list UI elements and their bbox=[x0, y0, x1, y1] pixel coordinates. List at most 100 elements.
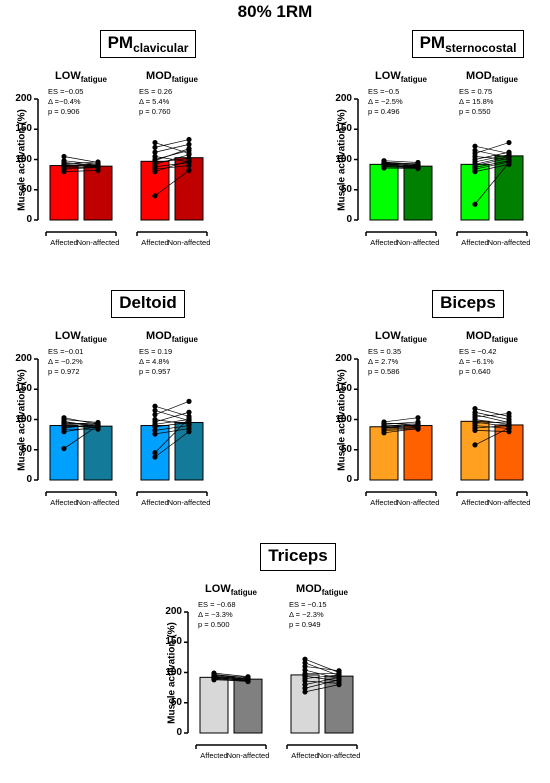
y-tick-label: 50 bbox=[170, 696, 182, 708]
x-category-label: Non-affected bbox=[487, 238, 531, 247]
point bbox=[186, 146, 192, 152]
point bbox=[506, 429, 512, 435]
stat-line: p = 0.500 bbox=[198, 620, 230, 629]
point bbox=[302, 678, 308, 684]
stat-line: p = 0.972 bbox=[48, 367, 80, 376]
bar bbox=[199, 676, 229, 734]
pair-line bbox=[304, 674, 340, 679]
x-category-label: Non-affected bbox=[76, 498, 120, 507]
pair-line bbox=[304, 684, 340, 693]
point bbox=[152, 427, 158, 433]
point bbox=[186, 167, 192, 173]
point bbox=[506, 425, 512, 431]
muscle-title: Triceps bbox=[260, 543, 336, 571]
point bbox=[186, 429, 192, 435]
x-category-label: Affected bbox=[50, 238, 78, 247]
point bbox=[472, 169, 478, 175]
point bbox=[95, 422, 101, 429]
stat-line: ES = −0.68 bbox=[198, 600, 236, 609]
point bbox=[506, 410, 512, 417]
y-tick-label: 200 bbox=[335, 93, 352, 104]
bar bbox=[403, 425, 433, 481]
stat-line: ES = 0.35 bbox=[368, 347, 402, 356]
stat-line: ES = 0.26 bbox=[139, 87, 173, 96]
x-category-label: Non-affected bbox=[167, 238, 211, 247]
point bbox=[152, 450, 158, 456]
pair-line bbox=[383, 166, 419, 169]
pair-line bbox=[383, 163, 419, 166]
pair-line bbox=[383, 164, 419, 166]
plot-area bbox=[34, 358, 208, 496]
point bbox=[302, 656, 308, 662]
group-title: MODfatigue bbox=[146, 330, 198, 344]
pair-line bbox=[474, 408, 510, 417]
bar bbox=[49, 425, 79, 481]
pair-line bbox=[304, 680, 340, 684]
muscle-title: Biceps bbox=[432, 290, 504, 318]
stat-line: p = 0.949 bbox=[289, 620, 321, 629]
pair-line bbox=[474, 414, 510, 423]
pair-line bbox=[154, 144, 190, 153]
y-tick-label: 200 bbox=[15, 353, 32, 364]
stat-line: Δ = 15.8% bbox=[459, 97, 494, 106]
point bbox=[506, 139, 512, 146]
point bbox=[186, 152, 192, 158]
point bbox=[302, 682, 308, 688]
pair-line bbox=[63, 167, 99, 170]
point bbox=[186, 409, 192, 415]
bar bbox=[83, 425, 113, 481]
pair-line bbox=[474, 425, 510, 429]
pair-line bbox=[63, 161, 99, 165]
pair-line bbox=[304, 666, 340, 672]
x-category-label: Affected bbox=[291, 751, 319, 760]
panel-deltoid: Deltoid Muscle activation (%) 200 150 100 50 0… bbox=[15, 290, 258, 525]
plot-area bbox=[184, 611, 358, 749]
point bbox=[186, 136, 192, 143]
stat-line: ES = −0.15 bbox=[289, 600, 327, 609]
pair-line bbox=[474, 162, 510, 205]
y-tick-label: 0 bbox=[26, 214, 32, 225]
point bbox=[152, 454, 158, 460]
point bbox=[152, 412, 158, 418]
point bbox=[186, 158, 192, 164]
pair-line bbox=[63, 425, 99, 449]
bar bbox=[460, 163, 490, 221]
y-tick-label: 50 bbox=[20, 183, 32, 195]
pair-line bbox=[63, 163, 99, 166]
pair-line bbox=[213, 676, 249, 679]
pair-line bbox=[474, 157, 510, 166]
pair-line bbox=[213, 678, 249, 681]
point bbox=[506, 159, 512, 166]
point bbox=[152, 403, 158, 409]
bar bbox=[460, 420, 490, 481]
point bbox=[61, 153, 67, 160]
pair-line bbox=[383, 417, 419, 423]
point bbox=[472, 406, 478, 412]
stat-line: Δ = −2.3% bbox=[289, 610, 324, 619]
bar bbox=[369, 426, 399, 481]
pair-line bbox=[474, 413, 510, 418]
stat-line: Δ = 2.7% bbox=[368, 357, 399, 366]
bar bbox=[83, 165, 113, 221]
point bbox=[302, 660, 308, 666]
point bbox=[211, 677, 217, 683]
group-title: MODfatigue bbox=[466, 70, 518, 84]
point bbox=[415, 415, 421, 421]
pair-line bbox=[304, 675, 340, 682]
point bbox=[152, 169, 158, 175]
pair-line bbox=[154, 165, 190, 170]
y-tick-label: 0 bbox=[346, 474, 352, 485]
pair-line bbox=[63, 422, 99, 425]
stat-line: Δ = 5.4% bbox=[139, 97, 170, 106]
point bbox=[152, 139, 158, 146]
y-tick-label: 200 bbox=[335, 353, 352, 364]
point bbox=[472, 442, 478, 448]
point bbox=[61, 169, 67, 175]
pair-line bbox=[154, 160, 190, 172]
pair-line bbox=[154, 157, 190, 163]
x-category-label: Affected bbox=[141, 238, 169, 247]
y-tick-label: 150 bbox=[15, 383, 32, 395]
point bbox=[245, 678, 251, 684]
pair-line bbox=[213, 675, 249, 678]
x-category-label: Affected bbox=[50, 498, 78, 507]
